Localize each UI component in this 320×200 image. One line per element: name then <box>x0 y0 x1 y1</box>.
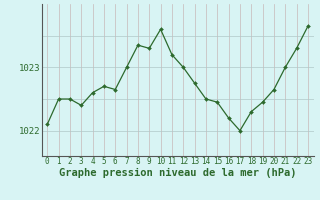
X-axis label: Graphe pression niveau de la mer (hPa): Graphe pression niveau de la mer (hPa) <box>59 168 296 178</box>
